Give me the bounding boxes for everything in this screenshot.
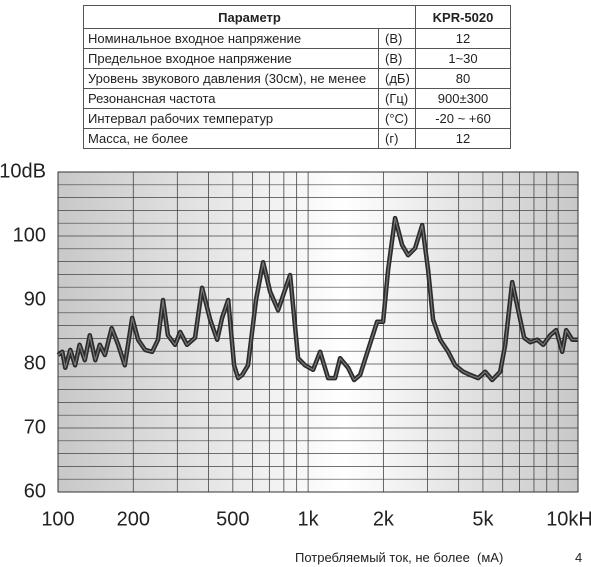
y-tick-label: 90	[24, 288, 46, 310]
header-cell: KPR-5020	[415, 5, 512, 29]
y-tick-label: 80	[24, 352, 46, 374]
y-tick-label: 100	[13, 224, 46, 246]
footer-row: Потребляемый ток, не более (мА) 4	[295, 550, 582, 565]
table-cell: 12	[415, 128, 512, 149]
x-tick-label: 200	[117, 508, 150, 530]
table-cell: (°C)	[377, 108, 417, 129]
spec-table: Параметр KPR-5020 Номинальное входное нап…	[82, 5, 512, 149]
x-tick-label: 5k	[472, 508, 494, 530]
table-cell: (В)	[377, 48, 417, 69]
x-tick-label: 500	[216, 508, 249, 530]
table-cell: 80	[415, 68, 512, 89]
footer-cell: (мА)	[477, 550, 504, 565]
header-row: Параметр KPR-5020	[82, 5, 512, 29]
y-tick-label: 110dB	[0, 160, 46, 182]
header-cell: Параметр	[82, 5, 417, 29]
table-cell: (дБ)	[377, 68, 417, 89]
x-tick-label: 1k	[298, 508, 320, 530]
table-cell: Резонансная частота	[83, 88, 379, 109]
table-cell: (г)	[377, 128, 417, 149]
table-cell: Масса, не более	[83, 128, 379, 149]
table-row: Резонансная частота (Гц) 900±300	[83, 88, 512, 109]
table-row: Предельное входное напряжение (В) 1~30	[83, 48, 512, 69]
plot-border	[57, 171, 579, 493]
x-tick-label: 2k	[373, 508, 395, 530]
x-tick-label: 100	[41, 508, 74, 530]
line-highlight	[57, 217, 578, 381]
table-cell: 1~30	[415, 48, 512, 69]
x-tick-label: 10kHz	[546, 508, 591, 530]
footer-cell: 4	[575, 550, 583, 565]
table-row: Масса, не более (г) 12	[83, 128, 512, 149]
footer-cell: Потребляемый ток, не более	[295, 550, 470, 565]
table-cell: 12	[415, 28, 512, 49]
table-cell: Интервал рабочих температур	[83, 108, 379, 129]
y-tick-label: 60	[24, 480, 46, 502]
y-tick-label: 70	[24, 416, 46, 438]
table-row: Интервал рабочих температур (°C) -20 ~ +60	[83, 108, 512, 129]
plot-area	[58, 172, 578, 492]
chart: 60 70 80 90 100 110dB 100 200 500 1k 2k 5k 10kHz	[0, 160, 591, 530]
